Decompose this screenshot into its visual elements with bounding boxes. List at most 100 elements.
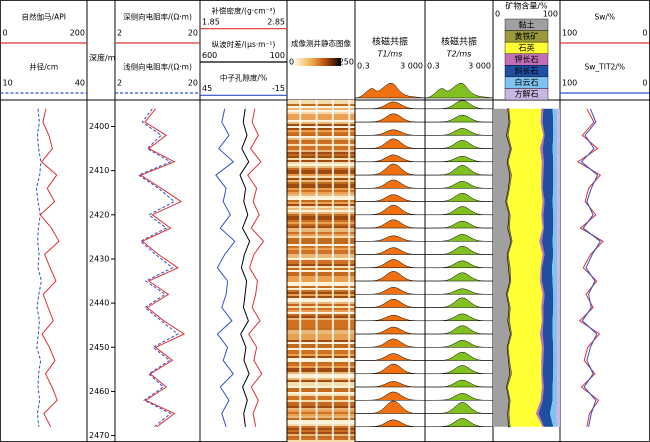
scale-label: 600 xyxy=(202,51,217,60)
image-row xyxy=(287,326,355,328)
scale-label: 200 xyxy=(70,29,85,38)
image-row xyxy=(287,294,355,296)
image-row xyxy=(287,212,355,214)
image-row xyxy=(287,138,355,140)
spectrum xyxy=(424,393,494,401)
spectrum xyxy=(424,128,494,136)
legend-label: 白云石 xyxy=(515,77,539,87)
image-row xyxy=(287,244,355,246)
image-row xyxy=(287,396,355,398)
mineral-area xyxy=(550,108,558,427)
image-row xyxy=(287,148,355,150)
image-row xyxy=(287,128,355,130)
image-row xyxy=(287,292,355,294)
image-row xyxy=(287,424,355,426)
spectrum xyxy=(354,287,426,295)
image-row xyxy=(287,252,355,254)
image-row xyxy=(287,388,355,390)
curve-name: Sw/% xyxy=(594,13,615,22)
curve-name: 深侧向电阻率/(Ω·m) xyxy=(123,12,192,22)
image-row xyxy=(287,108,355,110)
spectrum xyxy=(354,194,426,202)
image-row xyxy=(287,296,355,298)
spectrum xyxy=(424,402,494,414)
image-row xyxy=(287,240,355,242)
track-unit: T2/ms xyxy=(447,50,472,59)
image-row xyxy=(287,222,355,224)
image-row xyxy=(287,180,355,182)
track-frame xyxy=(114,99,201,442)
mineral-area xyxy=(505,108,513,428)
scale-label: 2.85 xyxy=(267,18,285,27)
scale-label: 10 xyxy=(3,79,13,88)
scale-label: 2 xyxy=(117,79,122,88)
image-row xyxy=(287,352,355,354)
legend-label: 方解石 xyxy=(515,89,539,99)
image-row xyxy=(287,350,355,352)
spectrum xyxy=(424,165,494,176)
image-row xyxy=(287,110,355,112)
log-curve xyxy=(35,108,42,427)
image-row xyxy=(287,280,355,282)
depth-tick-label: 2400 xyxy=(89,122,109,131)
spectrum xyxy=(354,235,426,242)
scale-label: -15 xyxy=(272,84,285,93)
spectrum xyxy=(354,247,426,255)
image-row xyxy=(287,120,355,122)
image-texture xyxy=(287,100,355,442)
image-row xyxy=(287,382,355,384)
spectrum xyxy=(354,219,426,229)
image-row xyxy=(287,104,355,106)
image-row xyxy=(287,342,355,344)
image-row xyxy=(287,234,355,236)
image-row xyxy=(287,102,355,104)
spectrum xyxy=(424,234,494,242)
image-row xyxy=(287,142,355,144)
log-curve xyxy=(247,108,265,427)
pad-gap xyxy=(348,100,351,440)
depth-tick-label: 2420 xyxy=(89,210,109,219)
image-row xyxy=(287,250,355,252)
image-row xyxy=(287,158,355,160)
image-row xyxy=(287,282,355,284)
scale-label: 0 xyxy=(642,29,647,38)
image-row xyxy=(287,286,355,288)
image-row xyxy=(287,238,355,240)
spectrum xyxy=(424,272,494,282)
image-row xyxy=(287,320,355,322)
mineral-area xyxy=(535,108,545,427)
image-row xyxy=(287,190,355,192)
image-row xyxy=(287,284,355,286)
image-row xyxy=(287,406,355,408)
scale-label: 100 xyxy=(543,10,558,19)
image-row xyxy=(287,276,355,278)
depth-label: 深度/m xyxy=(89,53,116,63)
image-row xyxy=(287,226,355,228)
image-row xyxy=(287,152,355,154)
image-row xyxy=(287,206,355,208)
image-row xyxy=(287,378,355,380)
image-row xyxy=(287,218,355,220)
image-row xyxy=(287,354,355,356)
image-row xyxy=(287,168,355,170)
spectrum xyxy=(424,379,494,388)
spectrum xyxy=(354,113,426,123)
image-row xyxy=(287,274,355,276)
track-frame xyxy=(424,99,494,442)
image-row xyxy=(287,122,355,124)
depth-tick-label: 2410 xyxy=(89,166,109,175)
image-row xyxy=(287,346,355,348)
image-row xyxy=(287,372,355,374)
log-curve xyxy=(215,108,236,427)
image-row xyxy=(287,314,355,316)
image-row xyxy=(287,418,355,420)
log-curve xyxy=(137,108,179,428)
image-row xyxy=(287,310,355,312)
image-row xyxy=(287,438,355,440)
image-row xyxy=(287,194,355,196)
track-header-frame xyxy=(286,0,356,101)
image-row xyxy=(287,264,355,266)
image-row xyxy=(287,338,355,340)
image-row xyxy=(287,182,355,184)
image-row xyxy=(287,232,355,234)
